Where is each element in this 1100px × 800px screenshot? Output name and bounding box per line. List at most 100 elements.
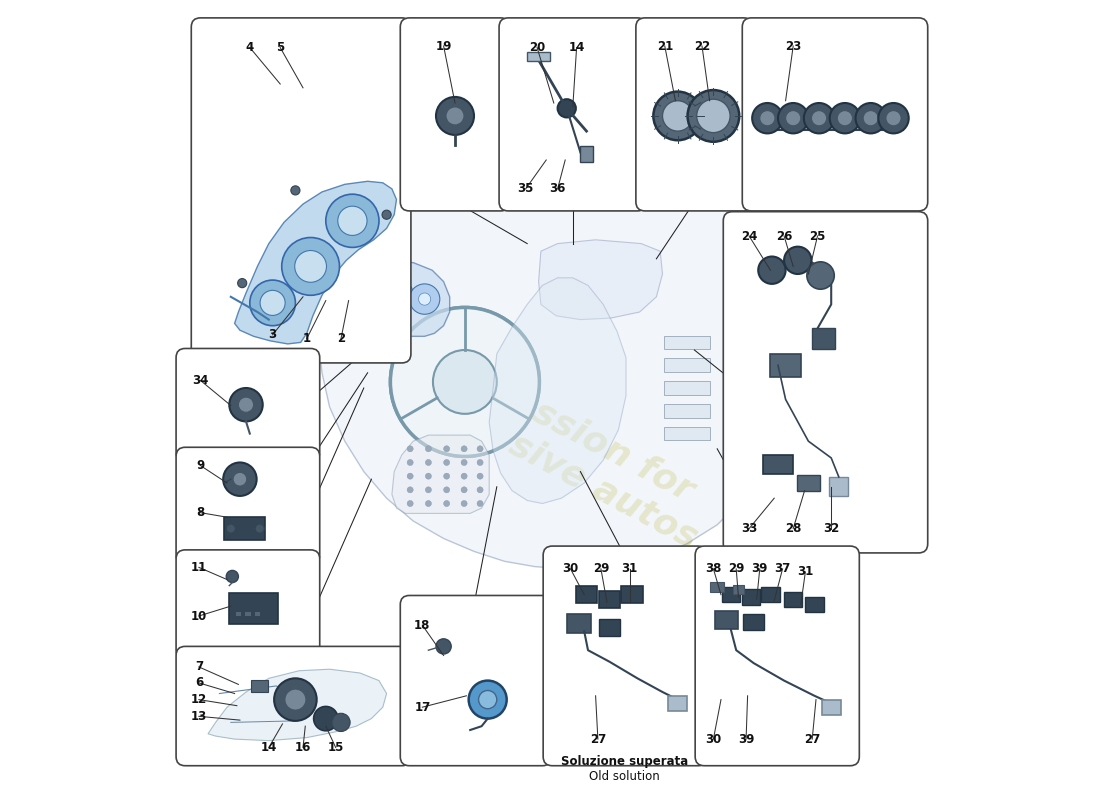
- Circle shape: [227, 570, 239, 582]
- Circle shape: [461, 473, 468, 479]
- Text: 14: 14: [261, 741, 277, 754]
- Text: 22: 22: [694, 39, 711, 53]
- Circle shape: [426, 459, 431, 466]
- Circle shape: [233, 472, 246, 486]
- Circle shape: [255, 524, 264, 533]
- Polygon shape: [349, 262, 450, 336]
- Text: 10: 10: [190, 610, 207, 622]
- Text: 15: 15: [328, 741, 344, 754]
- FancyBboxPatch shape: [742, 18, 927, 211]
- Bar: [668, 696, 688, 711]
- Circle shape: [260, 290, 285, 315]
- Bar: [527, 52, 550, 61]
- Circle shape: [227, 524, 235, 533]
- Polygon shape: [234, 182, 396, 344]
- Text: 25: 25: [810, 230, 826, 242]
- Text: 29: 29: [728, 562, 745, 575]
- Circle shape: [856, 103, 886, 134]
- Text: 27: 27: [590, 733, 606, 746]
- Text: 28: 28: [785, 522, 802, 535]
- Bar: [715, 610, 738, 629]
- Circle shape: [436, 97, 474, 135]
- Circle shape: [290, 186, 300, 195]
- Polygon shape: [539, 240, 662, 319]
- FancyBboxPatch shape: [695, 546, 859, 766]
- Circle shape: [359, 284, 389, 314]
- Circle shape: [886, 110, 901, 126]
- Circle shape: [778, 103, 808, 134]
- Bar: [770, 354, 801, 377]
- Circle shape: [461, 501, 468, 506]
- Text: 30: 30: [562, 562, 579, 575]
- Circle shape: [326, 194, 379, 247]
- Circle shape: [443, 501, 450, 506]
- Circle shape: [662, 101, 693, 131]
- Bar: [762, 454, 793, 474]
- Circle shape: [295, 250, 327, 282]
- Circle shape: [392, 289, 404, 301]
- Circle shape: [653, 91, 702, 140]
- Text: 7: 7: [195, 661, 202, 674]
- Polygon shape: [392, 435, 490, 514]
- Circle shape: [446, 106, 464, 125]
- FancyBboxPatch shape: [724, 212, 927, 553]
- Text: 27: 27: [804, 733, 821, 746]
- Circle shape: [752, 103, 782, 134]
- Circle shape: [383, 279, 414, 310]
- Circle shape: [418, 293, 431, 305]
- Text: 29: 29: [593, 562, 609, 575]
- Bar: [575, 586, 597, 603]
- Bar: [244, 611, 251, 616]
- Text: 8: 8: [196, 506, 205, 519]
- Bar: [254, 611, 260, 616]
- Circle shape: [477, 501, 483, 506]
- Bar: [251, 680, 268, 692]
- Bar: [664, 404, 710, 418]
- FancyBboxPatch shape: [400, 595, 551, 766]
- Bar: [580, 146, 593, 162]
- FancyBboxPatch shape: [176, 550, 320, 659]
- Bar: [812, 328, 835, 350]
- Bar: [733, 585, 745, 594]
- Circle shape: [477, 446, 483, 452]
- Bar: [805, 597, 824, 612]
- Circle shape: [443, 459, 450, 466]
- Text: 18: 18: [414, 618, 430, 632]
- FancyBboxPatch shape: [636, 18, 752, 211]
- Polygon shape: [490, 278, 626, 503]
- Text: 2: 2: [337, 332, 345, 345]
- Bar: [664, 358, 710, 372]
- Text: 4: 4: [245, 41, 254, 54]
- Circle shape: [407, 486, 414, 493]
- Circle shape: [443, 473, 450, 479]
- Circle shape: [461, 446, 468, 452]
- Text: 32: 32: [823, 522, 839, 535]
- Bar: [235, 611, 241, 616]
- Circle shape: [382, 210, 392, 219]
- FancyBboxPatch shape: [176, 349, 320, 462]
- Circle shape: [443, 446, 450, 452]
- Circle shape: [878, 103, 909, 134]
- Bar: [598, 619, 620, 636]
- Text: 31: 31: [798, 566, 814, 578]
- Circle shape: [461, 459, 468, 466]
- Circle shape: [807, 262, 834, 289]
- Text: a passion for
exclusive autos: a passion for exclusive autos: [409, 342, 722, 555]
- Bar: [711, 582, 724, 593]
- Bar: [621, 586, 642, 603]
- Text: 34: 34: [192, 374, 209, 387]
- Text: 35: 35: [517, 182, 534, 195]
- Bar: [223, 518, 265, 540]
- Circle shape: [274, 678, 317, 721]
- Bar: [829, 478, 848, 496]
- FancyBboxPatch shape: [499, 18, 647, 211]
- Text: 26: 26: [776, 230, 792, 242]
- Circle shape: [477, 473, 483, 479]
- Circle shape: [688, 90, 739, 142]
- Text: 1: 1: [302, 332, 311, 345]
- Text: 13: 13: [190, 710, 207, 723]
- Text: 20: 20: [529, 41, 546, 54]
- Text: 17: 17: [415, 701, 430, 714]
- FancyBboxPatch shape: [176, 447, 320, 564]
- Bar: [784, 592, 802, 607]
